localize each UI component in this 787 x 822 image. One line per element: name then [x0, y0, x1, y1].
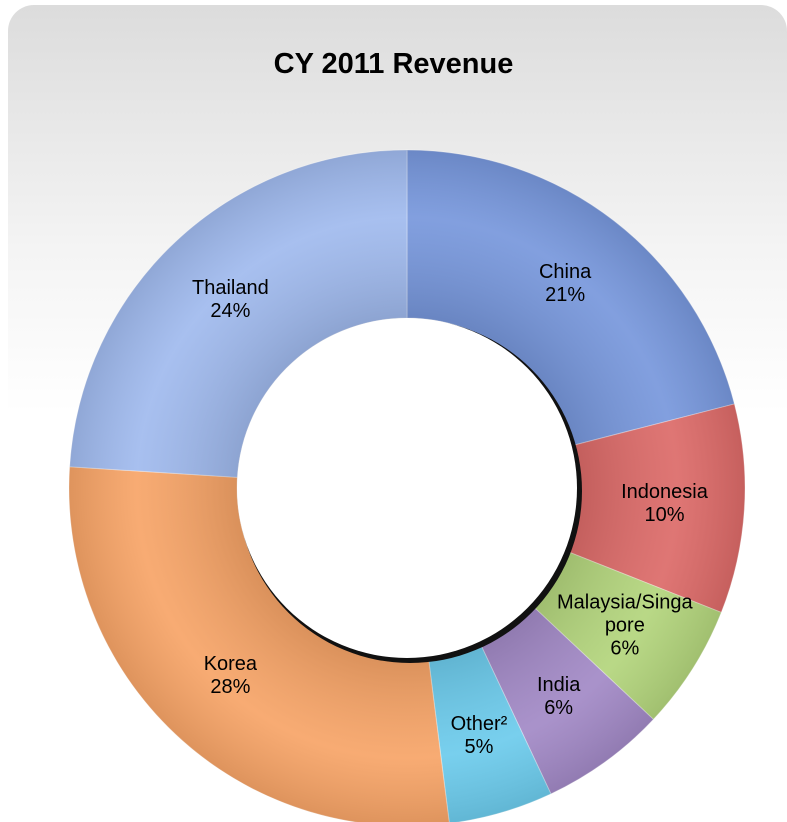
segment-label: Korea 28%	[160, 653, 300, 699]
category-label: Malaysia/Singapore	[557, 591, 693, 637]
value-label: 6%	[610, 637, 640, 660]
value-label: 21%	[545, 284, 586, 307]
value-label: 10%	[644, 504, 685, 527]
donut-hole	[237, 318, 577, 658]
value-label: 24%	[210, 299, 251, 322]
category-label: Indonesia	[621, 481, 708, 504]
category-label: China	[538, 261, 592, 284]
category-label: Korea	[203, 653, 258, 676]
chart-title: CY 2011 Revenue	[273, 48, 514, 80]
segment-label: Thailand 24%	[160, 277, 300, 323]
segment-label: China 21%	[495, 261, 635, 307]
value-label: 6%	[544, 696, 574, 719]
segment-label: India 6%	[489, 674, 629, 720]
segment-label: Indonesia 10%	[594, 481, 734, 527]
segment-label: Other² 5%	[409, 713, 549, 759]
value-label: 5%	[464, 735, 494, 758]
value-label: 28%	[210, 676, 251, 699]
category-label: Thailand	[192, 276, 269, 299]
segment-label: Malaysia/Singapore 6%	[555, 592, 695, 661]
category-label: India	[536, 673, 581, 696]
category-label: Other²	[450, 712, 508, 735]
